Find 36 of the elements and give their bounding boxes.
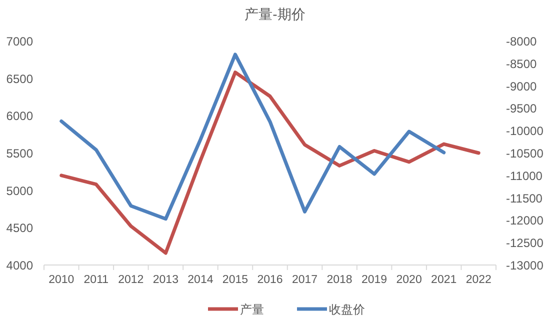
title: 产量-期价 [244,6,306,22]
y-tick-label: 4000 [6,258,34,272]
x-tick-label: 2010 [48,274,74,286]
y-tick-label: 4500 [6,221,34,236]
legend-label: 收盘价 [329,302,365,316]
y2-tick-label: -13000 [506,258,544,272]
x-tick-label: 2015 [222,274,248,286]
y2-tick-label: -12500 [506,236,544,250]
y-tick-label: 5500 [6,146,34,160]
line-series [60,70,480,255]
y2-tick-label: -11500 [506,191,543,206]
x-tick-label: 2013 [152,274,178,286]
y2-tick-label: -10000 [506,124,544,138]
x-tick-label: 2021 [431,274,457,286]
y2-tick-label: -12000 [506,214,544,228]
x-tick-label: 2020 [396,274,422,286]
y-tick-label: 6500 [6,72,34,86]
legend-label: 产量 [240,302,264,316]
y-tick-label: 7000 [6,34,34,48]
x-tick-label: 2018 [326,274,352,286]
y2-tick-label: -8500 [506,56,538,71]
x-tick-label: 2014 [188,274,214,286]
y2-tick-label: -9500 [506,102,538,116]
y-tick-label: 5000 [6,184,34,198]
y2-tick-label: -9000 [506,79,538,94]
x-tick-label: 2012 [118,274,144,286]
y2-tick-label: -8000 [506,34,538,48]
x-tick-label: 2022 [466,274,492,286]
x-tick-label: 2016 [257,274,283,286]
y2-tick-label: -10500 [506,146,544,160]
y2-tick-label: -11000 [506,168,543,183]
x-tick-label: 2011 [84,274,109,286]
x-tick-label: 2017 [292,274,318,286]
line-series [60,52,446,221]
y-tick-label: 6000 [6,109,34,124]
x-tick-label: 2019 [362,274,388,286]
